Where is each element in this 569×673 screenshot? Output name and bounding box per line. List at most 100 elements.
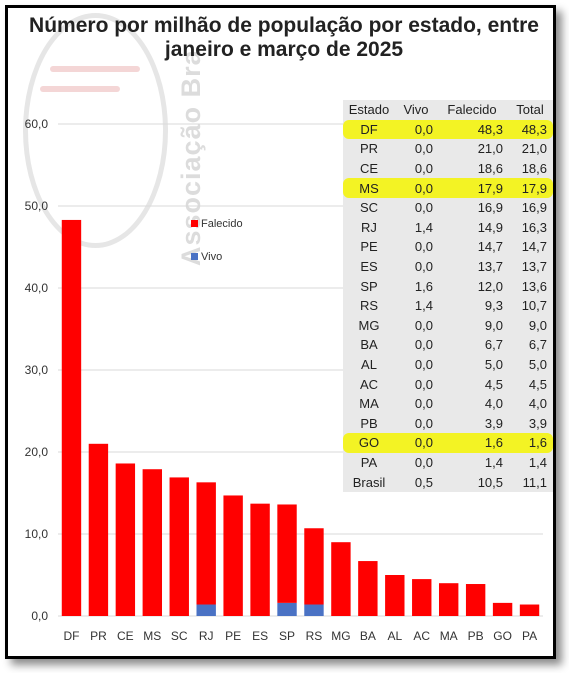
x-tick-label: PB <box>468 629 484 643</box>
cell-falecido: 13,7 <box>477 259 503 275</box>
header-falecido: Falecido <box>447 102 497 118</box>
cell-vivo: 0,0 <box>414 200 433 216</box>
chart-title-line-1: Número por milhão de população por estad… <box>29 14 539 37</box>
y-tick-label: 40,0 <box>25 281 49 295</box>
x-tick-label: SC <box>171 629 188 643</box>
x-tick-label: SP <box>279 629 295 643</box>
cell-vivo: 0,0 <box>414 396 433 412</box>
x-tick-label: MA <box>440 629 458 643</box>
bar-falecido <box>331 542 351 616</box>
bar-falecido <box>250 503 270 616</box>
cell-falecido: 16,9 <box>477 200 503 216</box>
bar-falecido <box>169 477 189 616</box>
bar-falecido <box>196 482 216 605</box>
cell-total: 11,1 <box>522 474 547 490</box>
cell-vivo: 0,0 <box>414 337 433 353</box>
cell-total: 4,5 <box>528 376 547 392</box>
cell-falecido: 14,9 <box>477 219 503 235</box>
cell-falecido: 9,3 <box>484 298 503 314</box>
cell-total: 21,0 <box>521 141 547 157</box>
table-row: SP 1,6 12,0 13,6 <box>343 276 553 296</box>
y-tick-label: 10,0 <box>25 527 49 541</box>
bar-falecido <box>519 604 540 616</box>
x-tick-label: RS <box>306 629 323 643</box>
cell-estado: PE <box>360 239 378 255</box>
x-tick-label: MG <box>331 629 350 643</box>
cell-vivo: 0,0 <box>414 259 433 275</box>
y-tick-label: 60,0 <box>25 117 49 131</box>
table-row: PE 0,0 14,7 14,7 <box>343 237 553 257</box>
x-tick-label: BA <box>360 629 376 643</box>
legend-label-vivo: Vivo <box>201 251 222 263</box>
cell-estado: MG <box>358 317 380 333</box>
x-tick-label: RJ <box>199 629 214 643</box>
x-tick-label: GO <box>493 629 512 643</box>
cell-vivo: 0,0 <box>414 357 433 373</box>
cell-vivo: 0,0 <box>414 376 433 392</box>
watermark-logo-stripe <box>50 66 140 72</box>
cell-estado: AC <box>359 376 379 392</box>
table-row: ES 0,0 13,7 13,7 <box>343 257 553 277</box>
cell-falecido: 14,7 <box>477 239 503 255</box>
x-tick-label: ES <box>252 629 268 643</box>
cell-falecido: 17,9 <box>437 178 507 198</box>
cell-total: 10,7 <box>521 298 547 314</box>
table-row: MG 0,0 9,0 9,0 <box>343 316 553 336</box>
legend-label-falecido: Falecido <box>201 218 243 230</box>
chart-frame: Associação Bra Número por milhão de popu… <box>5 5 556 659</box>
bar-falecido <box>61 219 82 616</box>
cell-falecido: 4,5 <box>484 376 503 392</box>
x-tick-label: DF <box>63 629 79 643</box>
cell-falecido: 4,0 <box>484 396 503 412</box>
table-row: BA 0,0 6,7 6,7 <box>343 335 553 355</box>
x-tick-label: AL <box>387 629 402 643</box>
cell-estado: GO <box>343 433 395 453</box>
cell-vivo: 0,0 <box>414 239 433 255</box>
cell-falecido: 1,4 <box>484 454 503 470</box>
table-row: Brasil 0,5 10,5 11,1 <box>343 472 553 492</box>
cell-estado: BA <box>360 337 378 353</box>
cell-vivo: 0,0 <box>414 317 433 333</box>
chart-title-line-2: janeiro e março de 2025 <box>164 38 404 61</box>
cell-vivo: 1,4 <box>414 298 433 314</box>
cell-estado: PB <box>360 415 378 431</box>
table-header-row: Estado Vivo Falecido Total <box>343 100 553 120</box>
header-estado: Estado <box>348 102 390 118</box>
bar-falecido <box>385 575 405 616</box>
cell-total: 48,3 <box>507 119 553 140</box>
y-tick-label: 30,0 <box>25 363 49 377</box>
cell-vivo: 0,0 <box>414 415 433 431</box>
x-tick-label: AC <box>413 629 430 643</box>
bar-falecido <box>304 528 324 605</box>
watermark-logo-stripe <box>40 86 120 92</box>
y-tick-label: 20,0 <box>25 445 49 459</box>
table-row: PA 0,0 1,4 1,4 <box>343 453 553 473</box>
cell-total: 4,0 <box>528 396 547 412</box>
cell-total: 1,6 <box>507 433 553 453</box>
bar-chart: 0,010,020,030,040,050,060,0DF PR CE MS SC RJ P… <box>25 117 543 643</box>
legend-swatch-falecido <box>191 220 198 227</box>
cell-total: 3,9 <box>528 415 547 431</box>
table-row: SC 0,0 16,9 16,9 <box>343 198 553 218</box>
cell-total: 16,9 <box>521 200 547 216</box>
watermark-logo-ring <box>23 13 168 248</box>
table-row: GO 0,0 1,6 1,6 <box>343 433 553 453</box>
cell-falecido: 9,0 <box>484 317 503 333</box>
cell-total: 1,4 <box>528 454 547 470</box>
cell-total: 16,3 <box>521 219 547 235</box>
y-tick-label: 0,0 <box>31 609 48 623</box>
legend-swatch-vivo <box>191 253 198 260</box>
header-vivo: Vivo <box>403 102 429 118</box>
cell-total: 13,7 <box>521 259 547 275</box>
cell-falecido: 12,0 <box>477 278 503 294</box>
table-row: MA 0,0 4,0 4,0 <box>343 394 553 414</box>
cell-vivo: 1,4 <box>414 219 433 235</box>
table-body: DF 0,0 48,3 48,3 PR 0,0 21,0 21,0 CE 0,0 18,6 18,6 M… <box>343 119 553 492</box>
cell-total: 5,0 <box>528 357 547 373</box>
cell-vivo: 0,0 <box>395 119 437 140</box>
cell-estado: PA <box>360 454 378 470</box>
cell-estado: SC <box>359 200 379 216</box>
cell-vivo: 1,6 <box>414 278 433 294</box>
cell-estado: PR <box>359 141 379 157</box>
cell-total: 17,9 <box>507 178 553 198</box>
